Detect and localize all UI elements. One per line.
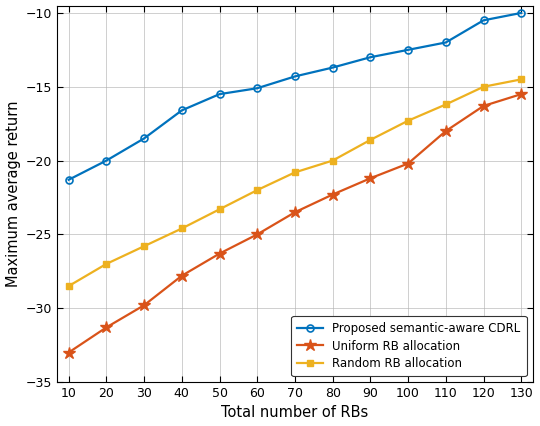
Uniform RB allocation	[329, 192, 336, 197]
Line: Uniform RB allocation: Uniform RB allocation	[63, 88, 528, 359]
Random RB allocation	[103, 262, 110, 267]
Random RB allocation	[443, 102, 449, 107]
Proposed semantic-aware CDRL	[217, 92, 223, 97]
Uniform RB allocation	[367, 176, 374, 181]
Uniform RB allocation	[443, 129, 449, 134]
Random RB allocation	[329, 158, 336, 163]
Random RB allocation	[518, 77, 524, 82]
Random RB allocation	[141, 244, 147, 249]
Random RB allocation	[480, 84, 487, 89]
Uniform RB allocation	[217, 251, 223, 256]
Proposed semantic-aware CDRL	[103, 158, 110, 163]
Proposed semantic-aware CDRL	[443, 40, 449, 45]
X-axis label: Total number of RBs: Total number of RBs	[221, 406, 369, 420]
Proposed semantic-aware CDRL	[179, 108, 185, 113]
Uniform RB allocation	[292, 210, 298, 215]
Random RB allocation	[217, 207, 223, 212]
Random RB allocation	[405, 118, 411, 123]
Random RB allocation	[65, 284, 72, 289]
Line: Proposed semantic-aware CDRL: Proposed semantic-aware CDRL	[65, 9, 525, 183]
Legend: Proposed semantic-aware CDRL, Uniform RB allocation, Random RB allocation: Proposed semantic-aware CDRL, Uniform RB…	[291, 316, 526, 376]
Proposed semantic-aware CDRL	[65, 177, 72, 182]
Proposed semantic-aware CDRL	[292, 74, 298, 79]
Y-axis label: Maximum average return: Maximum average return	[5, 101, 21, 287]
Uniform RB allocation	[179, 273, 185, 278]
Proposed semantic-aware CDRL	[405, 47, 411, 52]
Uniform RB allocation	[103, 325, 110, 330]
Uniform RB allocation	[141, 303, 147, 308]
Random RB allocation	[179, 226, 185, 231]
Proposed semantic-aware CDRL	[329, 65, 336, 70]
Random RB allocation	[367, 137, 374, 142]
Proposed semantic-aware CDRL	[518, 10, 524, 15]
Uniform RB allocation	[254, 232, 260, 237]
Uniform RB allocation	[405, 161, 411, 166]
Proposed semantic-aware CDRL	[254, 86, 260, 91]
Random RB allocation	[254, 187, 260, 193]
Uniform RB allocation	[65, 350, 72, 355]
Uniform RB allocation	[480, 104, 487, 109]
Random RB allocation	[292, 170, 298, 175]
Proposed semantic-aware CDRL	[141, 136, 147, 141]
Uniform RB allocation	[518, 92, 524, 97]
Proposed semantic-aware CDRL	[480, 18, 487, 23]
Proposed semantic-aware CDRL	[367, 55, 374, 60]
Line: Random RB allocation: Random RB allocation	[65, 76, 525, 290]
